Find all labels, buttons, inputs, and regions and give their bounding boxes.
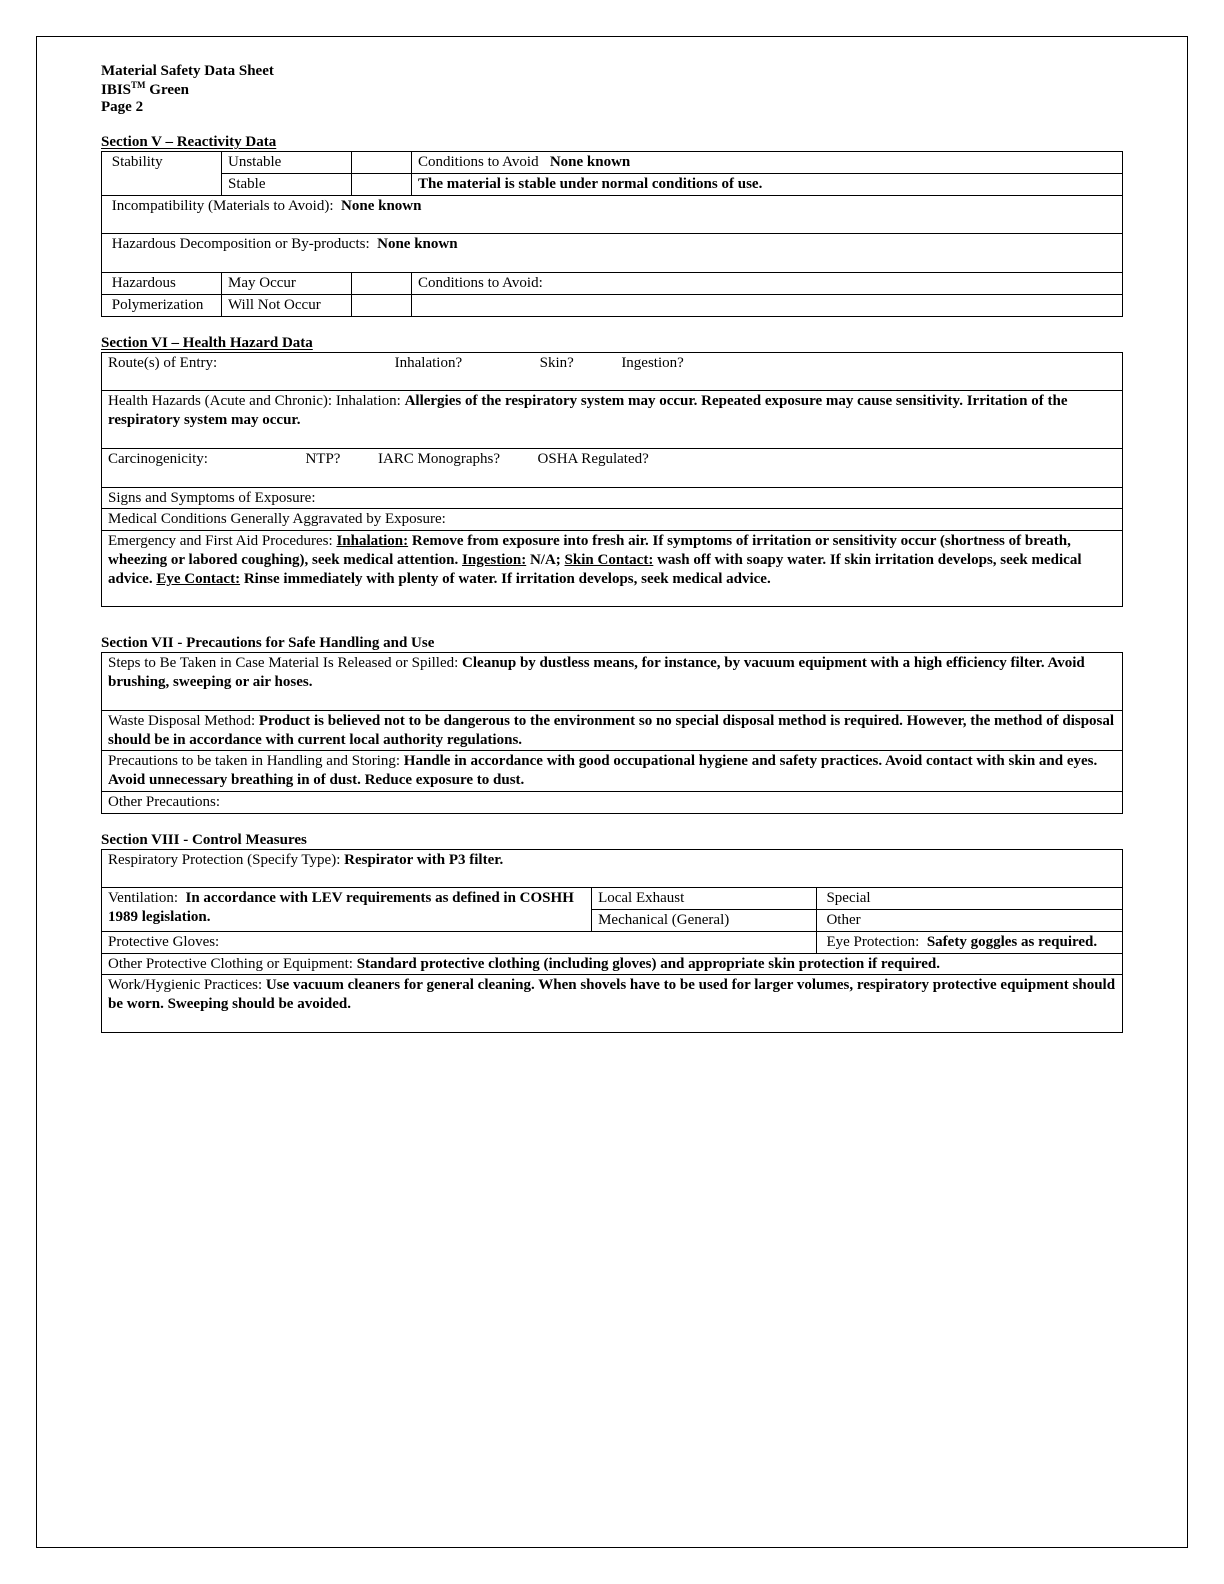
mech-general: Mechanical (General) [592,910,817,932]
carcinogenicity-row: Carcinogenicity: NTP? IARC Monographs? O… [102,448,1123,487]
stability-label: Stability [102,152,222,196]
routes-row: Route(s) of Entry: Inhalation? Skin? Ing… [102,352,1123,391]
clothing-row: Other Protective Clothing or Equipment: … [102,953,1123,975]
incompat-row: Incompatibility (Materials to Avoid): No… [102,195,1123,234]
stable-text: The material is stable under normal cond… [412,173,1123,195]
will-not-blank [352,294,412,316]
handling-row: Precautions to be taken in Handling and … [102,751,1123,792]
page-number: Page 2 [101,99,1123,116]
emergency-row: Emergency and First Aid Procedures: Inha… [102,531,1123,607]
section-vii-table: Steps to Be Taken in Case Material Is Re… [101,652,1123,813]
spill-row: Steps to Be Taken in Case Material Is Re… [102,653,1123,711]
haz-poly-1: Hazardous [102,273,222,295]
special: Special [816,888,1122,910]
may-occur: May Occur [222,273,352,295]
doc-title: Material Safety Data Sheet [101,63,1123,80]
local-exhaust: Local Exhaust [592,888,817,910]
resp-row: Respiratory Protection (Specify Type): R… [102,849,1123,888]
eye-protection-cell: Eye Protection: Safety goggles as requir… [816,931,1122,953]
unstable-blank [352,152,412,174]
haz-poly-2: Polymerization [102,294,222,316]
page: Material Safety Data Sheet IBISTM Green … [0,0,1224,1584]
stable-cell: Stable [222,173,352,195]
stable-blank [352,173,412,195]
cond-avoid-1: Conditions to Avoid None known [412,152,1123,174]
header: Material Safety Data Sheet IBISTM Green … [101,63,1123,116]
section-viii-title: Section VIII - Control Measures [101,832,1123,849]
section-v-table: Stability Unstable Conditions to Avoid N… [101,151,1123,317]
work-row: Work/Hygienic Practices: Use vacuum clea… [102,975,1123,1033]
section-viii-table: Respiratory Protection (Specify Type): R… [101,849,1123,1033]
unstable-cell: Unstable [222,152,352,174]
signs-row: Signs and Symptoms of Exposure: [102,487,1123,509]
medcond-row: Medical Conditions Generally Aggravated … [102,509,1123,531]
waste-row: Waste Disposal Method: Product is believ… [102,710,1123,751]
section-vi-title: Section VI – Health Hazard Data [101,335,1123,352]
section-v-title: Section V – Reactivity Data [101,134,1123,151]
other-vent: Other [816,910,1122,932]
page-frame: Material Safety Data Sheet IBISTM Green … [36,36,1188,1548]
will-not-occur: Will Not Occur [222,294,352,316]
product-name: IBISTM Green [101,80,1123,99]
ventilation-cell: Ventilation: In accordance with LEV requ… [102,888,592,932]
section-vi-table: Route(s) of Entry: Inhalation? Skin? Ing… [101,352,1123,608]
may-occur-blank [352,273,412,295]
decomp-row: Hazardous Decomposition or By-products: … [102,234,1123,273]
section-vii-title: Section VII - Precautions for Safe Handl… [101,635,1123,652]
cond-avoid-2: Conditions to Avoid: [412,273,1123,295]
other-precautions-row: Other Precautions: [102,791,1123,813]
gloves-cell: Protective Gloves: [102,931,817,953]
cond-avoid-2b [412,294,1123,316]
health-hazards-row: Health Hazards (Acute and Chronic): Inha… [102,391,1123,449]
